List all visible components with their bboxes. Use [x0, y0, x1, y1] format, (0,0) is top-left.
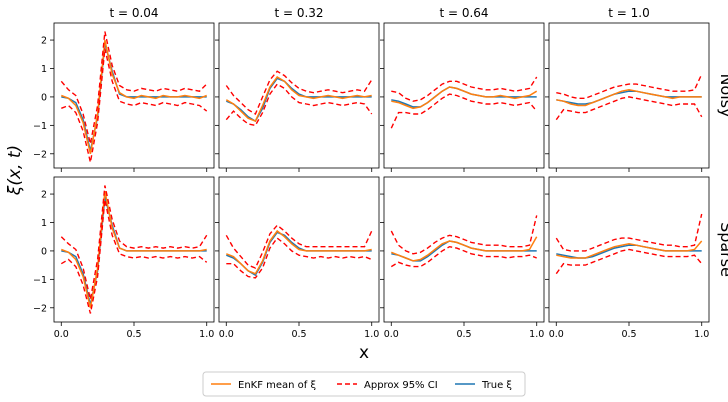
enkf-mean-line — [556, 240, 703, 259]
panel-series — [225, 70, 373, 127]
panel-sparse-1: 0.0 0.5 1.0 −2 −1 0 1 2 — [33, 176, 215, 340]
x-tick-label: 0.0 — [549, 329, 564, 340]
row-label: Sparse — [717, 222, 728, 277]
enkf-mean-line — [226, 229, 372, 275]
panel-frame — [53, 22, 215, 169]
column-title: t = 1.0 — [608, 6, 649, 20]
x-tick-label: 1.0 — [199, 329, 214, 340]
x-tick-label: 0.0 — [384, 329, 399, 340]
panel-series — [60, 185, 208, 314]
x-tick-label: 0.5 — [291, 329, 306, 340]
y-tick-label: 0 — [41, 92, 47, 103]
panel-frame — [383, 22, 545, 169]
ci-lower-line — [61, 48, 208, 163]
enkf-mean-line — [391, 86, 538, 110]
panel-sparse-3: 0.0 0.5 1.0 — [380, 176, 545, 340]
true-xi-line — [226, 231, 372, 277]
panel-series — [225, 224, 373, 279]
ci-upper-line — [60, 31, 208, 144]
enkf-mean-line — [391, 236, 538, 262]
x-tick-label: 0.0 — [54, 329, 69, 340]
panel-noisy-2: t = 0.32 — [215, 6, 380, 172]
x-tick-label: 1.0 — [694, 329, 709, 340]
panel-frame — [548, 22, 710, 169]
x-axis-label: x — [359, 343, 369, 363]
legend-label-enkf: EnKF mean of ξ — [238, 380, 316, 391]
ci-lower-line — [60, 199, 208, 314]
y-axis-label: ξ(x, t) — [5, 145, 25, 196]
ci-lower-line — [226, 237, 372, 279]
x-tick-label: 0.5 — [456, 329, 471, 340]
panel-grid: −2 −1 0 1 2 t = 0.04 t = 0.32 t = 0.64 t = 1.0 No… — [33, 6, 728, 340]
panel-series — [390, 76, 538, 129]
panel-frame — [53, 176, 215, 323]
y-tick-label: 1 — [41, 218, 47, 229]
panel-noisy-1: −2 −1 0 1 2 t = 0.04 — [33, 6, 215, 172]
legend-label-true: True ξ — [481, 380, 512, 391]
y-tick-label: −2 — [33, 149, 47, 160]
enkf-mean-line — [61, 191, 207, 308]
column-title: t = 0.04 — [109, 6, 158, 20]
ci-lower-line — [225, 83, 373, 127]
ci-upper-line — [390, 215, 538, 255]
panel-series — [390, 215, 538, 268]
y-tick-label: −2 — [33, 303, 47, 314]
ci-upper-line — [225, 224, 373, 269]
y-tick-label: −1 — [33, 121, 47, 132]
legend-label-ci: Approx 95% CI — [364, 380, 438, 391]
enkf-mean-line — [225, 76, 372, 123]
legend: EnKF mean of ξ Approx 95% CI True ξ — [202, 371, 526, 397]
y-tick-label: 1 — [41, 64, 47, 75]
ci-lower-line — [390, 93, 538, 129]
y-tick-label: 2 — [41, 190, 47, 201]
x-tick-label: 0.5 — [126, 329, 141, 340]
column-title: t = 0.64 — [439, 6, 488, 20]
panel-frame — [383, 176, 545, 323]
panel-series — [555, 213, 703, 275]
true-xi-line — [226, 77, 372, 123]
panel-series — [60, 31, 208, 163]
x-tick-label: 1.0 — [529, 329, 544, 340]
ci-upper-line — [555, 213, 703, 252]
x-tick-label: 0.5 — [621, 329, 636, 340]
ci-lower-line — [390, 245, 537, 268]
column-title: t = 0.32 — [274, 6, 323, 20]
ci-upper-line — [225, 70, 373, 116]
ci-lower-line — [555, 96, 703, 121]
panel-series — [555, 73, 703, 121]
legend-frame — [202, 371, 526, 397]
ci-upper-line — [556, 73, 703, 99]
ci-upper-line — [60, 185, 208, 300]
enkf-mean-line — [61, 39, 207, 154]
panel-noisy-3: t = 0.64 — [380, 6, 545, 172]
y-tick-label: 2 — [41, 36, 47, 47]
row-label: Noisy — [717, 73, 728, 117]
panel-sparse-2: 0.0 0.5 1.0 — [215, 176, 380, 340]
true-xi-line — [61, 42, 207, 152]
panel-sparse-4: 0.0 0.5 1.0 Sparse — [545, 176, 728, 340]
x-tick-label: 0.0 — [219, 329, 234, 340]
y-tick-label: 0 — [41, 246, 47, 257]
ci-lower-line — [555, 248, 703, 275]
x-tick-label: 1.0 — [364, 329, 379, 340]
y-tick-label: −1 — [33, 275, 47, 286]
ci-upper-line — [391, 76, 538, 102]
enkf-mean-line — [556, 89, 702, 107]
true-xi-line — [391, 86, 537, 108]
panel-noisy-4: t = 1.0 Noisy — [545, 6, 728, 172]
